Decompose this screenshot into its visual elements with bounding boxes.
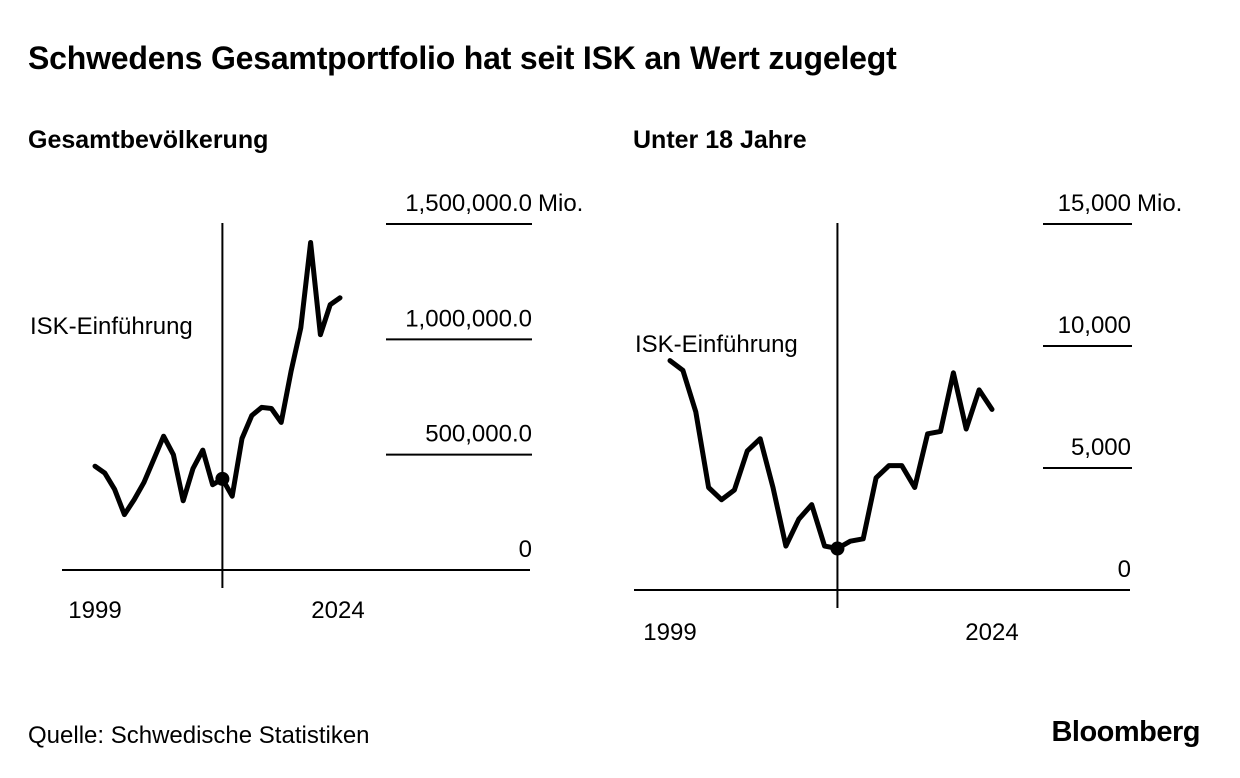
isk-annotation: ISK-Einführung xyxy=(635,331,798,358)
x-tick-label-start: 1999 xyxy=(643,619,696,646)
bloomberg-logo: Bloomberg xyxy=(1051,716,1200,748)
page-title: Schwedens Gesamtportfolio hat seit ISK a… xyxy=(28,40,897,76)
source-note: Quelle: Schwedische Statistiken xyxy=(28,722,370,749)
chart-2-title: Unter 18 Jahre xyxy=(633,126,807,154)
y-unit-label: Mio. xyxy=(1137,190,1182,217)
y-tick-label-3: 15,000 xyxy=(1058,190,1131,217)
x-tick-label-end: 2024 xyxy=(311,597,364,624)
x-tick-label-start: 1999 xyxy=(68,597,121,624)
y-unit-label: Mio. xyxy=(538,190,583,217)
y-tick-label-1: 500,000.0 xyxy=(425,421,532,448)
y-tick-label-0: 0 xyxy=(519,536,532,563)
y-tick-label-1: 5,000 xyxy=(1071,434,1131,461)
y-tick-label-2: 1,000,000.0 xyxy=(405,305,532,332)
isk-marker-dot xyxy=(215,471,230,486)
chart-1-title: Gesamtbevölkerung xyxy=(28,126,269,154)
isk-annotation: ISK-Einführung xyxy=(30,313,193,340)
isk-marker-dot xyxy=(830,541,845,556)
y-tick-label-2: 10,000 xyxy=(1058,312,1131,339)
y-tick-label-3: 1,500,000.0 xyxy=(405,190,532,217)
y-tick-label-0: 0 xyxy=(1118,556,1131,583)
series-line xyxy=(667,358,995,551)
x-tick-label-end: 2024 xyxy=(965,619,1018,646)
